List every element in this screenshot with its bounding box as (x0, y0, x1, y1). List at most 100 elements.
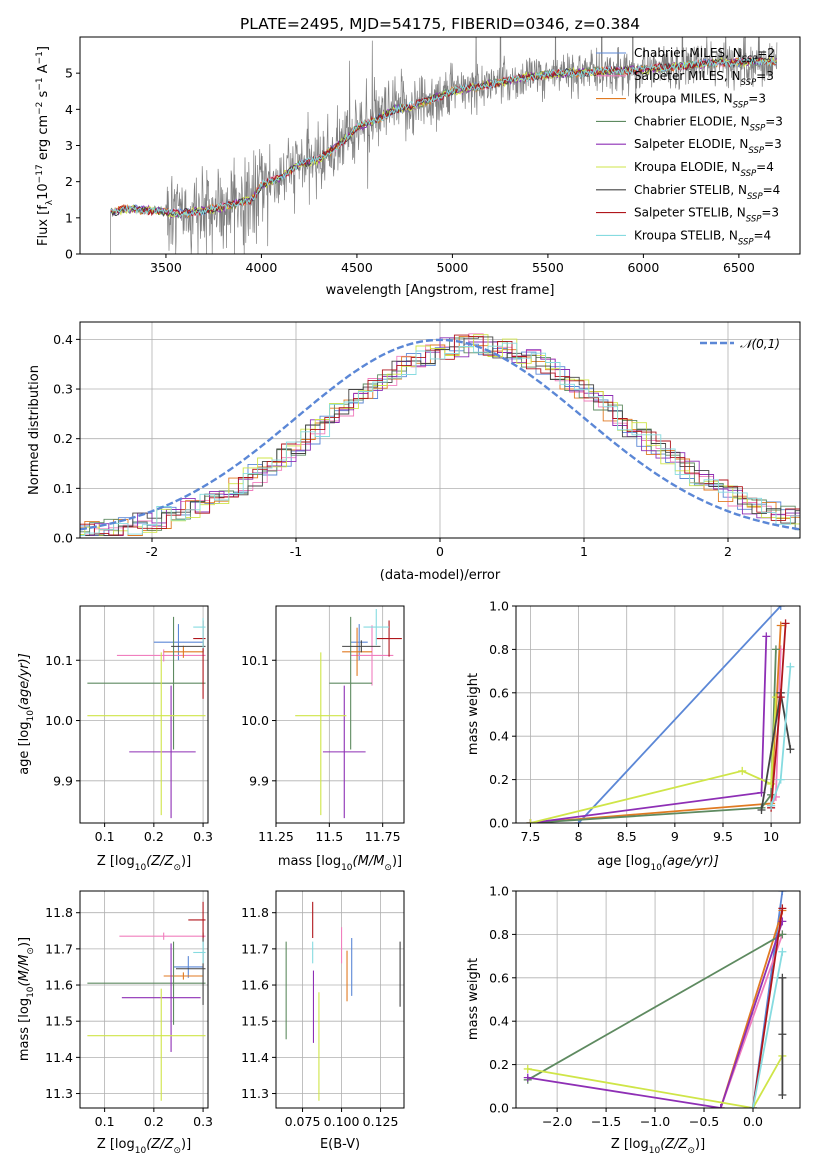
weight-marker (526, 819, 535, 823)
weight-line (752, 951, 784, 1108)
weight-line (527, 1055, 784, 1108)
x-tick-label: 1 (580, 544, 588, 559)
weight-line (530, 625, 782, 823)
y-tick-label: 2 (65, 174, 73, 189)
errorbar-point (295, 652, 347, 816)
y-tick-label: 11.5 (241, 1014, 269, 1029)
y-tick-label: 10.1 (45, 653, 73, 668)
x-tick-label: 7.5 (520, 829, 540, 844)
histogram-step-line (80, 336, 800, 536)
observed-spectrum-line (110, 37, 778, 254)
mass-vs-extinction-panel: 0.075 0.100 0.125 11.3 11.4 11.5 11.6 11.7 11.8 E… (241, 890, 405, 1152)
y-tick-label: 11.7 (45, 941, 73, 956)
y-tick-label: 11.4 (241, 1050, 269, 1065)
x-tick-label: 0.1 (95, 829, 115, 844)
x-tick-label: 5500 (532, 260, 564, 275)
x-axis-label: Z [log10(Z/Z⊙)] (611, 1137, 705, 1156)
y-tick-label: 0.3 (53, 382, 73, 397)
legend-entry: Salpeter ELODIE, NSSP=3 (634, 137, 782, 156)
weight-marker (778, 1090, 787, 1099)
x-tick-label: 5000 (437, 260, 469, 275)
x-tick-label: 4000 (246, 260, 278, 275)
y-tick-label: 1 (65, 210, 73, 225)
y-tick-label: 0.8 (489, 642, 509, 657)
plot-frame (515, 890, 801, 1109)
errorbar-point (350, 625, 394, 686)
weight-marker (771, 645, 780, 654)
x-tick-label: 0.3 (193, 829, 213, 844)
weight-vs-age-panel: 7.5 8 8.5 9 9.5 10 0.0 0.2 0.4 0.6 0.8 1.0 age [log1… (466, 599, 801, 873)
x-tick-label: 8 (575, 829, 583, 844)
x-axis-label: wavelength [Angstrom, rest frame] (326, 283, 555, 298)
legend: Chabrier MILES, NSSP=2 Salpeter MILES, NS… (596, 46, 783, 247)
y-tick-label: 4 (65, 102, 73, 117)
y-tick-label: 0.6 (489, 970, 509, 985)
weight-marker (786, 662, 795, 671)
x-axis-label: mass [log10(M/M⊙)] (278, 854, 402, 873)
y-tick-label: 0.2 (489, 772, 509, 787)
x-tick-label: 0.3 (193, 1114, 213, 1129)
x-tick-label: 6500 (723, 260, 755, 275)
x-axis-label: Z [log10(Z/Z⊙)] (97, 854, 191, 873)
y-axis-label: age [log10(age/yr)] (17, 653, 36, 775)
weight-marker (786, 745, 795, 754)
legend-entry: Chabrier ELODIE, NSSP=3 (634, 114, 783, 133)
model-spectrum-line (110, 56, 777, 218)
x-tick-label: −1.0 (640, 1114, 670, 1129)
weight-line (577, 606, 782, 823)
x-tick-label: 0.0 (743, 1114, 763, 1129)
x-tick-label: 0.1 (95, 1114, 115, 1129)
errorbar-point (163, 972, 204, 980)
y-tick-label: 11.6 (241, 978, 269, 993)
x-tick-label: 2 (724, 544, 732, 559)
errorbar-point (87, 652, 206, 816)
y-tick-label: 0.2 (489, 1057, 509, 1072)
x-tick-label: 0.2 (144, 1114, 164, 1129)
weight-line (530, 636, 768, 823)
y-tick-label: 1.0 (489, 599, 509, 614)
plot-frame (79, 890, 209, 1109)
y-axis-label: Flux [fλ10−17 erg cm−2 s−1 A−1] (35, 46, 55, 246)
y-tick-label: 3 (65, 138, 73, 153)
y-tick-label: 11.8 (241, 905, 269, 920)
mass-vs-metallicity-panel: 0.1 0.2 0.3 11.3 11.4 11.5 11.6 11.7 11.8 Z [log1… (17, 890, 213, 1156)
x-tick-label: 11.5 (315, 829, 343, 844)
x-tick-label: 11.75 (365, 829, 401, 844)
legend-entry: Salpeter STELIB, NSSP=3 (634, 206, 779, 225)
y-axis-label: mass weight (466, 673, 481, 755)
x-axis-label: (data-model)/error (380, 568, 501, 583)
x-tick-label: −2.0 (542, 1114, 572, 1129)
weight-marker (738, 766, 747, 775)
x-axis-label: E(B-V) (320, 1137, 360, 1152)
x-tick-label: 4500 (341, 260, 373, 275)
legend-entry: Kroupa MILES, NSSP=3 (634, 92, 766, 111)
errorbar-point (342, 640, 381, 653)
x-tick-label: 11.25 (258, 829, 294, 844)
histogram-step-line (80, 342, 800, 536)
y-tick-label: 11.6 (45, 978, 73, 993)
x-tick-label: 9.5 (713, 829, 733, 844)
weight-marker (762, 632, 771, 641)
x-tick-label: -1 (290, 544, 302, 559)
x-tick-label: 0.2 (144, 829, 164, 844)
y-tick-label: 11.5 (45, 1014, 73, 1029)
errorbar-point (193, 941, 206, 964)
errorbar-point (350, 624, 368, 661)
errorbar-point (188, 901, 206, 939)
x-axis-label: Z [log10(Z/Z⊙)] (97, 1137, 191, 1156)
errorbar-point (363, 609, 390, 646)
weight-marker (757, 805, 766, 814)
x-tick-label: 3500 (150, 260, 182, 275)
errorbar-point (87, 616, 206, 750)
y-axis-label: Normed distribution (27, 365, 42, 495)
weight-marker (778, 904, 787, 913)
y-tick-label: 11.4 (45, 1050, 73, 1065)
y-tick-label: 0.6 (489, 685, 509, 700)
weight-line (530, 697, 777, 823)
weight-line (752, 908, 784, 1108)
y-tick-label: 0.4 (489, 729, 509, 744)
errorbar-point (87, 941, 206, 1025)
x-tick-label: 0.075 (285, 1114, 321, 1129)
plot-frame (515, 605, 801, 824)
